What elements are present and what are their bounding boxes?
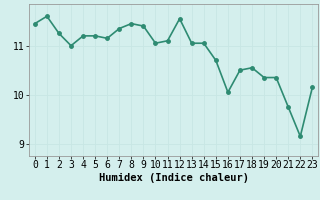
X-axis label: Humidex (Indice chaleur): Humidex (Indice chaleur)	[99, 173, 249, 183]
